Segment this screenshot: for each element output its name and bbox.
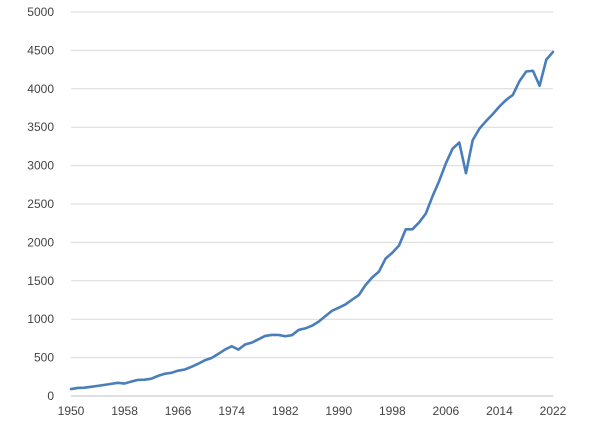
x-tick-label: 1958 [111, 404, 138, 418]
x-tick-label: 1998 [379, 404, 406, 418]
y-tick-label: 4500 [27, 43, 54, 57]
x-tick-label: 2022 [540, 404, 567, 418]
x-tick-label: 1982 [272, 404, 299, 418]
y-tick-label: 2000 [27, 235, 54, 249]
x-tick-label: 2014 [486, 404, 513, 418]
y-axis-ticks: 0 500 1000 1500 2000 2500 3000 3500 4000 4500 5000 [27, 5, 54, 403]
y-tick-label: 3000 [27, 159, 54, 173]
y-tick-label: 500 [34, 351, 54, 365]
x-tick-label: 2006 [433, 404, 460, 418]
x-tick-label: 1974 [218, 404, 245, 418]
x-tick-label: 1966 [165, 404, 192, 418]
series-line [69, 50, 555, 391]
y-tick-label: 1500 [27, 274, 54, 288]
y-tick-label: 0 [47, 389, 54, 403]
x-axis-ticks: 1950 1958 1966 1974 1982 1990 1998 2006 2014 2022 [58, 404, 567, 418]
x-tick-label: 1950 [58, 404, 85, 418]
y-tick-label: 4000 [27, 82, 54, 96]
y-tick-label: 1000 [27, 312, 54, 326]
y-tick-label: 5000 [27, 5, 54, 19]
gridlines [71, 11, 553, 397]
x-tick-label: 1990 [325, 404, 352, 418]
y-tick-label: 2500 [27, 197, 54, 211]
y-tick-label: 3500 [27, 120, 54, 134]
